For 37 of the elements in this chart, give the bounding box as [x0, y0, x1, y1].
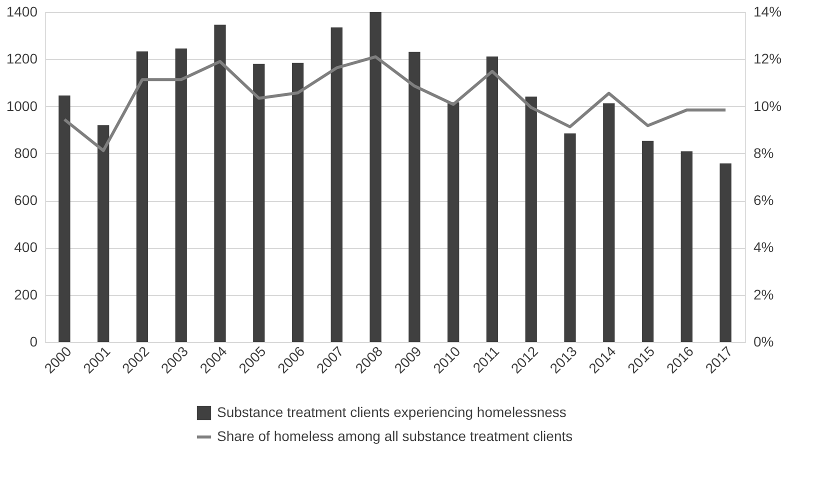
y-tick-label: 200: [14, 286, 38, 302]
bar: [330, 27, 342, 342]
bar: [448, 102, 460, 342]
y2-tick-label: 4%: [754, 239, 774, 256]
bar: [214, 24, 226, 342]
bar: [408, 52, 420, 342]
y2-tick-label: 2%: [754, 286, 774, 302]
bar: [680, 151, 692, 342]
bar: [292, 62, 304, 342]
y2-tick-label: 14%: [754, 4, 782, 20]
y-tick-label: 1000: [6, 98, 38, 114]
bar: [642, 140, 654, 342]
bar: [58, 95, 70, 342]
bar: [486, 56, 498, 342]
y2-tick-label: 0%: [754, 334, 774, 350]
y-tick-label: 800: [14, 144, 38, 161]
y2-tick-label: 10%: [754, 98, 782, 114]
bar: [525, 96, 537, 342]
line-series: [62, 55, 728, 152]
y2-tick-label: 8%: [754, 144, 774, 161]
y-tick-label: 1200: [6, 50, 38, 67]
legend-label: Substance treatment clients experiencing homelessness: [217, 404, 566, 420]
y-tick-label: 400: [14, 239, 38, 256]
bar: [175, 48, 187, 342]
bar: [720, 163, 732, 342]
legend-label: Share of homeless among all substance treatment clients: [217, 428, 573, 444]
y-tick-label: 0: [30, 334, 38, 350]
bar: [136, 51, 148, 342]
bar: [253, 64, 265, 342]
bar: [603, 103, 615, 342]
bar: [370, 12, 382, 342]
y2-tick-label: 12%: [754, 50, 782, 67]
y-tick-label: 600: [14, 192, 38, 208]
y-tick-label: 1400: [6, 4, 38, 20]
y2-tick-label: 6%: [754, 192, 774, 208]
bar: [564, 133, 576, 342]
bar: [98, 125, 110, 342]
